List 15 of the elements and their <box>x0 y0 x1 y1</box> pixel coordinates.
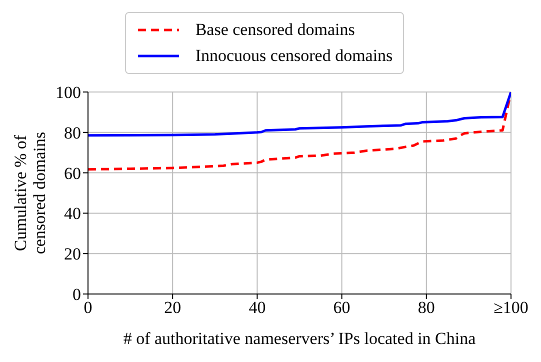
x-tick-label: ≥100 <box>494 298 528 318</box>
y-tick-label: 60 <box>64 164 81 183</box>
legend-label: Innocuous censored domains <box>195 46 393 66</box>
x-axis-title: # of authoritative nameservers’ IPs located in China <box>123 329 476 348</box>
legend-label: Base censored domains <box>195 20 355 40</box>
x-tick-label: 40 <box>248 298 266 318</box>
y-tick-label: 40 <box>64 204 81 224</box>
x-tick-label: 60 <box>333 298 350 318</box>
x-tick-label: 80 <box>418 298 435 318</box>
y-tick-label: 80 <box>64 123 81 142</box>
y-tick-label: 20 <box>64 244 81 264</box>
y-tick-label: 100 <box>56 83 81 102</box>
y-tick-label: 0 <box>72 285 81 304</box>
y-axis-title: Cumulative % of censored domains <box>11 132 49 254</box>
x-tick-label: 20 <box>164 298 182 318</box>
